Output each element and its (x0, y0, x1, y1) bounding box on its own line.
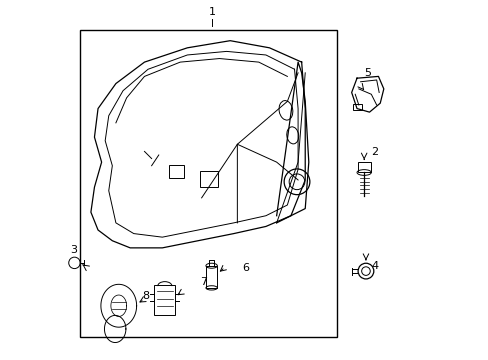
Text: 3: 3 (70, 245, 77, 255)
Text: 2: 2 (370, 147, 378, 157)
Bar (353, 104, 362, 111)
Text: 8: 8 (142, 291, 149, 301)
Text: 1: 1 (208, 8, 215, 18)
Text: 5: 5 (364, 68, 370, 78)
Bar (154, 285, 175, 315)
Bar (80, 30, 337, 337)
Bar (169, 165, 184, 178)
Text: 4: 4 (370, 261, 378, 271)
Text: 7: 7 (200, 277, 206, 287)
Bar (205, 266, 217, 288)
Text: 6: 6 (242, 262, 249, 273)
Bar (200, 171, 218, 187)
Bar (357, 162, 370, 172)
